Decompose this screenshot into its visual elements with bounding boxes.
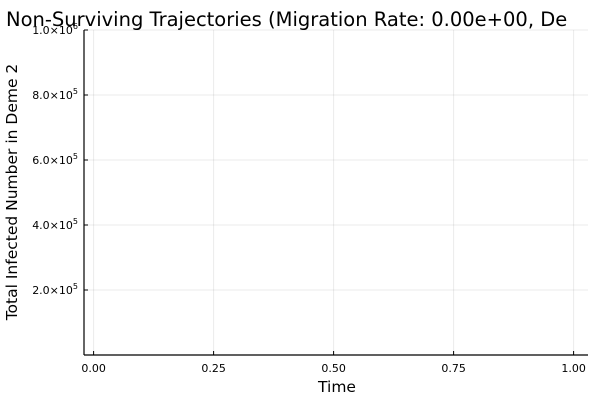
y-axis-label: Total Infected Number in Deme 2 [3, 64, 21, 322]
x-tick-label: 0.75 [441, 362, 466, 375]
y-ticks: 2.0×105 4.0×105 6.0×105 8.0×105 1.0×106 [32, 22, 88, 297]
x-tick-label: 0.00 [81, 362, 106, 375]
grid-lines [84, 29, 588, 355]
y-tick-label: 8.0×105 [32, 87, 78, 102]
y-tick-label: 2.0×105 [32, 282, 78, 297]
x-ticks: 0.00 0.25 0.50 0.75 1.00 [81, 351, 586, 375]
y-tick-label: 6.0×105 [32, 152, 78, 167]
x-tick-label: 1.00 [561, 362, 586, 375]
y-tick-label: 1.0×106 [32, 22, 78, 37]
y-tick-label: 4.0×105 [32, 217, 78, 232]
x-axis-label: Time [317, 378, 356, 396]
axes [83, 30, 588, 356]
x-tick-label: 0.25 [201, 362, 226, 375]
x-tick-label: 0.50 [321, 362, 346, 375]
chart-title: Non-Surviving Trajectories (Migration Ra… [6, 8, 567, 31]
